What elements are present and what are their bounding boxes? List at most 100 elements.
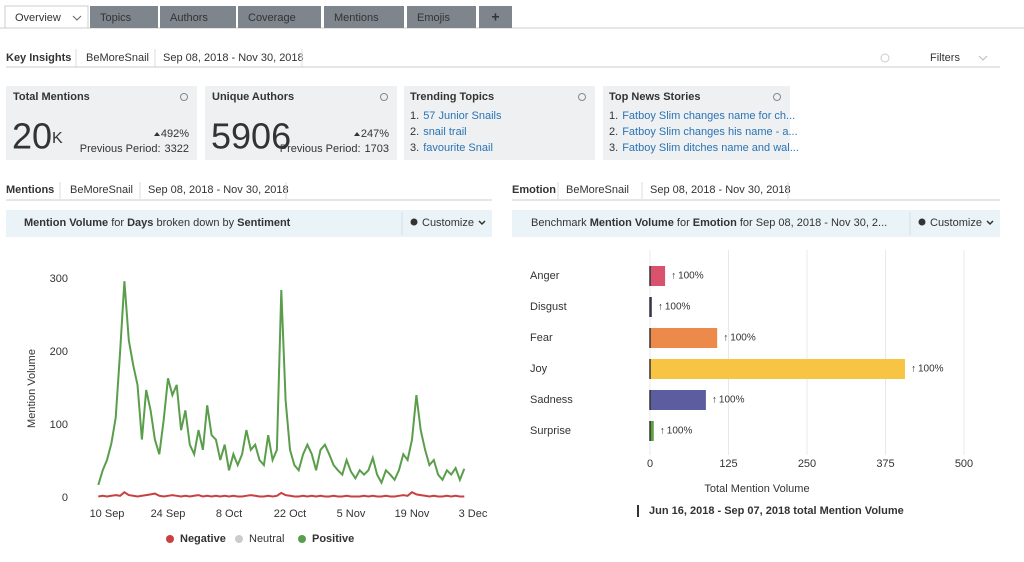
x-tick-label: 5 Nov: [337, 508, 366, 520]
legend-swatch[interactable]: [298, 535, 306, 543]
change-label: 100%: [918, 364, 944, 375]
subtitle-part: broken down by: [153, 217, 237, 229]
customize[interactable]: Customize: [930, 217, 982, 229]
x-tick-label: 22 Oct: [274, 508, 306, 520]
list-item: 1.Fatboy Slim changes name for ch...: [609, 110, 795, 122]
legend-swatch[interactable]: [166, 535, 174, 543]
arrow: ↑: [660, 426, 665, 437]
customize[interactable]: Customize: [422, 217, 474, 229]
subtitle-part: Benchmark: [531, 217, 590, 229]
bar: [650, 266, 665, 286]
tab-label[interactable]: Topics: [100, 12, 132, 24]
filters[interactable]: Filters: [930, 52, 960, 64]
subtitle-part: Mention Volume: [590, 217, 674, 229]
subtitle-part: Days: [127, 217, 153, 229]
bar: [650, 359, 905, 379]
change-label: 100%: [719, 395, 745, 406]
subtitle-part: Sentiment: [237, 217, 291, 229]
line-series: [98, 492, 464, 496]
x-tick-label: 10 Sep: [90, 508, 125, 520]
x-tick-label: 3 Dec: [459, 508, 488, 520]
list-item: 3.Fatboy Slim ditches name and wal...: [609, 142, 799, 154]
arrow: ↑: [911, 364, 916, 375]
category-label: Surprise: [530, 425, 571, 437]
subtitle-part: for: [108, 217, 127, 229]
x-tick-label: 24 Sep: [151, 508, 186, 520]
y-tick-label: 300: [50, 273, 68, 285]
date-range: Sep 08, 2018 - Nov 30, 2018: [148, 184, 289, 196]
panel-title: Emotion: [512, 184, 556, 196]
subtitle-part: Mention Volume: [24, 217, 108, 229]
previous-value: 1703: [365, 143, 389, 155]
arrow: ↑: [712, 395, 717, 406]
subtitle-part: for: [674, 217, 693, 229]
tab-label[interactable]: +: [491, 9, 499, 25]
category-label: Disgust: [530, 301, 567, 313]
y-tick-label: 200: [50, 346, 68, 358]
chevron: [979, 56, 987, 60]
legend-label[interactable]: Negative: [180, 533, 226, 545]
list-link: Fatboy Slim changes his name - a...: [622, 126, 797, 138]
card-unit: K: [52, 130, 63, 147]
legend-label[interactable]: Neutral: [249, 533, 284, 545]
list-title: Top News Stories: [609, 91, 700, 103]
brand: BeMoreSnail: [566, 184, 629, 196]
brand: BeMoreSnail: [70, 184, 133, 196]
date-range: Sep 08, 2018 - Nov 30, 2018: [650, 184, 791, 196]
change-label: 100%: [667, 426, 693, 437]
list-link: snail trail: [423, 126, 466, 138]
y-axis-label: Mention Volume: [26, 349, 38, 428]
y-tick-label: 0: [62, 492, 68, 504]
gear: [919, 219, 926, 226]
card-change: 247%: [361, 128, 389, 140]
section-title: Key Insights: [6, 52, 71, 64]
arrow: ↑: [723, 333, 728, 344]
previous-period: Previous Period:3322: [80, 143, 189, 155]
x-tick-label: 0: [647, 458, 653, 470]
x-tick-label: 8 Oct: [216, 508, 242, 520]
chart-subtitle: Mention Volume for Days broken down by S…: [24, 217, 291, 229]
change-label: 100%: [730, 333, 756, 344]
list-item: 3.favourite Snail: [410, 142, 493, 154]
category-label: Anger: [530, 270, 560, 282]
panel-title: Mentions: [6, 184, 54, 196]
bar: [650, 328, 717, 348]
x-tick-label: 125: [719, 458, 737, 470]
arrow: ↑: [658, 302, 663, 313]
list-link: Fatboy Slim changes name for ch...: [622, 110, 795, 122]
card-title: Total Mentions: [13, 91, 90, 103]
previous-period: Previous Period:1703: [280, 143, 389, 155]
tab-label[interactable]: Emojis: [417, 12, 451, 24]
x-axis-label: Total Mention Volume: [704, 483, 809, 495]
x-tick-label: 500: [955, 458, 973, 470]
chart-subtitle: Benchmark Mention Volume for Emotion for…: [531, 217, 887, 229]
x-tick-label: 19 Nov: [395, 508, 430, 520]
info-icon: [881, 54, 889, 62]
line-series: [98, 281, 464, 485]
card-title: Unique Authors: [212, 91, 294, 103]
list-item: 2.Fatboy Slim changes his name - a...: [609, 126, 798, 138]
tab-label[interactable]: Authors: [170, 12, 208, 24]
gear: [411, 219, 418, 226]
list-title: Trending Topics: [410, 91, 494, 103]
legend-swatch[interactable]: [235, 535, 243, 543]
list-link: favourite Snail: [423, 142, 493, 154]
legend-label[interactable]: Positive: [312, 533, 354, 545]
x-tick-label: 250: [798, 458, 816, 470]
brand: BeMoreSnail: [86, 52, 149, 64]
subtitle-part: for Sep 08, 2018 - Nov 30, 2...: [737, 217, 887, 229]
tab-label[interactable]: Mentions: [334, 12, 379, 24]
footer: Jun 16, 2018 - Sep 07, 2018 total Mentio…: [649, 505, 904, 517]
category-label: Fear: [530, 332, 553, 344]
subtitle-part: Emotion: [693, 217, 737, 229]
bar: [650, 390, 706, 410]
list-link: Fatboy Slim ditches name and wal...: [622, 142, 799, 154]
category-label: Joy: [530, 363, 548, 375]
list-item: 1.57 Junior Snails: [410, 110, 502, 122]
card-change: 492%: [161, 128, 189, 140]
y-tick-label: 100: [50, 419, 68, 431]
date-range: Sep 08, 2018 - Nov 30, 2018: [163, 52, 304, 64]
tab-label[interactable]: Overview: [15, 12, 61, 24]
tab-label[interactable]: Coverage: [248, 12, 296, 24]
